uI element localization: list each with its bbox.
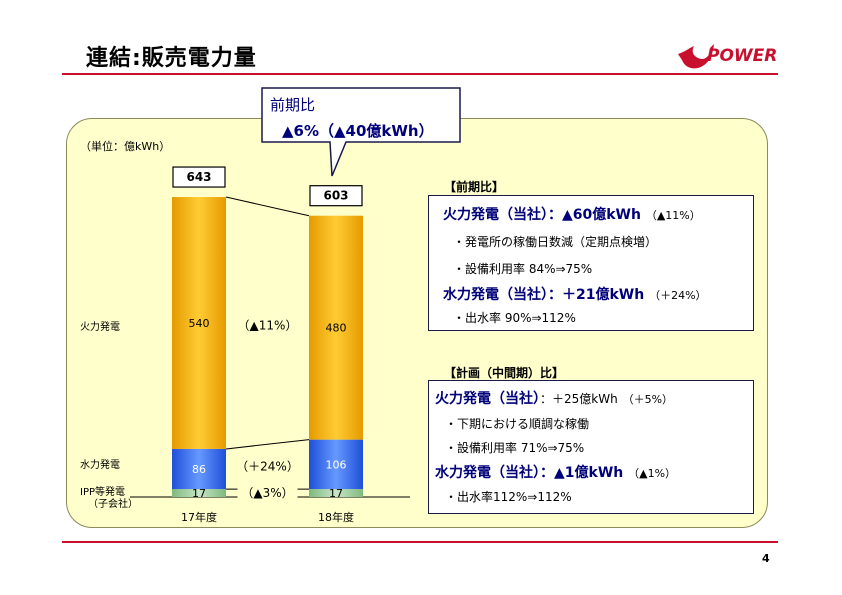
box1-item: ・発電所の稼働日数減（定期点検増） — [453, 235, 658, 249]
logo-text: POWER — [707, 46, 778, 66]
box1-thermal-small: （▲11%） — [645, 209, 701, 222]
box1-hydro-small: （＋24%） — [649, 289, 707, 302]
change-label: （▲11%） — [238, 318, 298, 332]
data-label: 106 — [326, 458, 347, 471]
page-title: 連結:販売電力量 — [86, 46, 257, 71]
total-box — [309, 185, 363, 207]
total-box — [172, 166, 226, 188]
data-label: 86 — [192, 463, 206, 476]
box2-item: ・出水率112%⇒112% — [445, 490, 572, 504]
series-label: 水力発電 — [80, 458, 120, 471]
box1-hydro-main: 水力発電（当社）：＋21億kWh — [443, 287, 645, 303]
total-label: 643 — [186, 170, 211, 184]
change-label-bg — [237, 485, 298, 502]
box-prev-period-header: 【前期比】 — [444, 180, 505, 194]
callout-title: 前期比 — [270, 96, 316, 114]
unit-label: （単位：億kWh） — [80, 140, 171, 153]
callout-bubble — [261, 87, 461, 177]
plan-comparison-box: 火力発電（当社）：＋25億kWh （＋5%） ・下期における順調な稼働 ・設備利… — [428, 380, 754, 514]
series-label: 火力発電 — [80, 320, 120, 333]
callout-value: ▲6%（▲40億kWh） — [282, 122, 434, 140]
data-label: 17 — [192, 487, 206, 500]
series-label: IPP等発電 — [80, 485, 125, 498]
connector-line — [225, 196, 310, 217]
change-label: （＋24%） — [236, 460, 299, 474]
logo-mark-icon — [678, 44, 714, 69]
prev-period-box: 火力発電（当社）：▲60億kWh （▲11%） ・発電所の稼働日数減（定期点検増… — [428, 195, 754, 331]
top-rule — [62, 73, 778, 75]
change-label-bg — [237, 317, 298, 334]
box1-item: ・設備利用率 84%⇒75% — [453, 262, 593, 276]
box1-hydro-heading: 水力発電（当社）：＋21億kWh （＋24%） — [443, 284, 707, 304]
data-label: 540 — [189, 317, 210, 330]
category-label: 18年度 — [318, 510, 354, 524]
change-label-bg — [237, 458, 298, 475]
box2-thermal-heading: 火力発電（当社）：＋25億kWh （＋5%） — [435, 388, 673, 408]
bar-segment — [172, 448, 226, 490]
box1-item: ・出水率 90%⇒112% — [453, 311, 576, 325]
data-label: 480 — [326, 322, 347, 335]
bar-segment — [309, 439, 363, 490]
box1-thermal-heading: 火力発電（当社）：▲60億kWh （▲11%） — [443, 204, 701, 224]
box2-thermal-small: （＋5%） — [622, 393, 674, 406]
box2-item: ・下期における順調な稼働 — [445, 417, 590, 431]
jpower-logo — [678, 44, 714, 69]
box-plan-header: 【計画（中間期）比】 — [444, 366, 565, 380]
box2-hydro-heading: 水力発電（当社）：▲1億kWh （▲1%） — [435, 462, 676, 482]
bar-segment — [309, 489, 363, 497]
bar-segment — [309, 215, 363, 440]
bar-segment — [172, 197, 226, 449]
series-label: （子会社） — [88, 497, 138, 510]
category-label: 17年度 — [181, 510, 217, 524]
box2-item: ・設備利用率 71%⇒75% — [445, 441, 585, 455]
box2-hydro-main: 水力発電（当社）：▲1億kWh — [435, 465, 624, 481]
total-label: 603 — [323, 189, 348, 203]
box2-thermal-main: 火力発電（当社） — [435, 391, 540, 407]
change-label: （▲3%） — [241, 486, 293, 500]
data-label: 17 — [329, 487, 343, 500]
box1-thermal-main: 火力発電（当社）：▲60億kWh — [443, 207, 641, 223]
page-number: 4 — [762, 552, 770, 565]
box2-hydro-small: （▲1%） — [628, 467, 677, 480]
bottom-rule — [62, 541, 778, 543]
bar-segment — [172, 489, 226, 497]
box2-thermal-value: ：＋25億kWh — [540, 392, 618, 406]
connector-line — [225, 439, 310, 450]
